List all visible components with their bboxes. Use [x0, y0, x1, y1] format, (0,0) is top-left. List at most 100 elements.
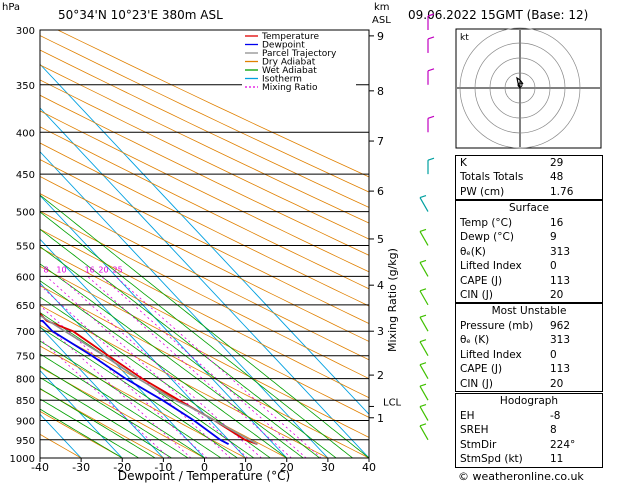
dry-adiabat-line — [40, 110, 369, 273]
hodograph-row: EH -8 — [456, 409, 602, 423]
mixing-ratio-line — [87, 276, 292, 458]
surface-row: CIN (J) 20 — [456, 288, 602, 302]
row-value: 8 — [550, 424, 557, 437]
dry-adiabat-line — [40, 64, 369, 224]
wind-barb — [419, 425, 429, 441]
row-label: Lifted Index — [460, 348, 522, 361]
legend-label: Isotherm — [262, 75, 302, 85]
row-label: CIN (J) — [460, 288, 493, 301]
legend-label: Dewpoint — [262, 41, 305, 51]
mixing-ratio-line — [101, 276, 307, 458]
legend-label: Wet Adiabat — [262, 66, 317, 76]
x-tick-label: 0 — [201, 461, 208, 474]
surface-row: Dewp (°C) 9 — [456, 230, 602, 244]
dry-adiabat-line — [40, 285, 369, 458]
isotherm-line — [40, 238, 246, 458]
pressure-tick-label: 300 — [16, 26, 35, 37]
row-value: 20 — [550, 288, 564, 301]
row-value: 0 — [550, 348, 557, 361]
x-axis-label: Dewpoint / Temperature (°C) — [118, 469, 290, 483]
legend-label: Dry Adiabat — [262, 58, 316, 68]
surface-panel: Surface Temp (°C) 16 Dewp (°C) 9 θₑ(K) 313 Lift… — [455, 200, 603, 304]
dry-adiabat-line — [40, 388, 164, 458]
row-label: Temp (°C) — [460, 217, 513, 229]
row-label: EH — [460, 410, 475, 422]
dry-adiabat-line — [57, 30, 369, 178]
row-label: θₑ (K) — [460, 334, 490, 347]
indices-row: PW (cm) 1.76 — [456, 185, 602, 199]
row-value: 48 — [550, 171, 564, 184]
dry-adiabat-line — [40, 49, 369, 208]
row-value: 962 — [550, 320, 571, 332]
most-unstable-panel: Most Unstable Pressure (mb) 962 θₑ (K) 313 Li… — [455, 303, 603, 392]
row-value: 1.76 — [550, 185, 574, 198]
mixing-ratio-label: 8 — [43, 265, 48, 274]
row-label: θₑ(K) — [460, 245, 486, 258]
km-tick-label: 3 — [377, 325, 384, 338]
skewt-grid — [40, 30, 369, 458]
row-value: 0 — [550, 260, 557, 273]
km-label: km — [374, 2, 390, 13]
isotherm-line — [40, 151, 329, 458]
x-tick-label: 30 — [321, 461, 335, 474]
wind-barb — [419, 362, 427, 366]
wind-barb — [419, 231, 429, 246]
row-label: CAPE (J) — [460, 274, 503, 287]
wind-barb — [419, 197, 429, 212]
km-tick-label: 1 — [377, 412, 384, 425]
mixing-ratio-line — [40, 284, 231, 458]
wet-adiabat-line — [40, 296, 271, 458]
pressure-tick-label: 500 — [16, 208, 35, 219]
pressure-tick-label: 750 — [16, 352, 35, 363]
legend-label: Temperature — [261, 32, 319, 42]
most-unstable-row: CIN (J) 20 — [456, 377, 602, 391]
wind-barb — [419, 259, 427, 263]
most-unstable-title: Most Unstable — [491, 305, 567, 317]
hodograph: kt — [455, 27, 602, 149]
most-unstable-row: θₑ (K) 313 — [456, 333, 602, 347]
wind-barb — [419, 341, 429, 357]
row-label: CIN (J) — [460, 377, 493, 390]
wind-barb — [419, 290, 429, 306]
wind-barb — [419, 403, 427, 408]
row-label: PW (cm) — [460, 185, 505, 198]
pressure-tick-label: 900 — [16, 417, 35, 428]
wind-barb — [419, 228, 427, 233]
hodo-storm-motion — [517, 82, 523, 88]
copyright: © weatheronline.co.uk — [458, 470, 584, 483]
wet-adiabat-line — [40, 326, 238, 458]
dewpoint-curve — [40, 319, 230, 445]
mixing-ratio-line — [46, 276, 248, 458]
wind-barb — [427, 157, 435, 161]
km-tick-label: 5 — [377, 233, 384, 246]
legend-label: Parcel Trajectory — [262, 49, 337, 59]
row-value: 313 — [550, 245, 571, 258]
wet-adiabat-line — [40, 312, 255, 458]
dry-adiabat-line — [40, 94, 369, 256]
x-tick-label: 20 — [280, 461, 294, 474]
row-value: 20 — [550, 377, 564, 390]
wind-barb — [419, 364, 429, 379]
location-title: 50°34'N 10°23'E 380m ASL — [58, 8, 223, 22]
row-label: StmDir — [460, 438, 497, 451]
row-value: 113 — [550, 363, 571, 376]
mixing-ratio-axis-label: Mixing Ratio (g/kg) — [386, 248, 399, 352]
x-tick-label: -40 — [31, 461, 49, 474]
mixing-ratio-label: 16 — [85, 265, 95, 274]
pressure-tick-label: 850 — [16, 396, 35, 407]
pressure-tick-label: 650 — [16, 301, 35, 312]
datetime-title: 09.06.2022 15GMT (Base: 12) — [408, 8, 589, 22]
mixing-ratio-label: 25 — [113, 265, 123, 274]
wind-barb — [419, 262, 429, 277]
hodograph-title: Hodograph — [499, 395, 559, 407]
row-value: 224° — [550, 438, 576, 451]
row-value: 9 — [550, 231, 557, 244]
km-tick-label: 9 — [377, 30, 384, 43]
hodograph-panel: Hodograph EH -8 SREH 8 StmDir 224° StmSpd (kt) 1… — [455, 393, 603, 468]
pressure-tick-label: 700 — [16, 327, 35, 338]
isotherm-line — [40, 194, 288, 458]
row-label: K — [460, 157, 467, 169]
row-value: 16 — [550, 217, 564, 229]
hodo-ring — [459, 27, 581, 149]
